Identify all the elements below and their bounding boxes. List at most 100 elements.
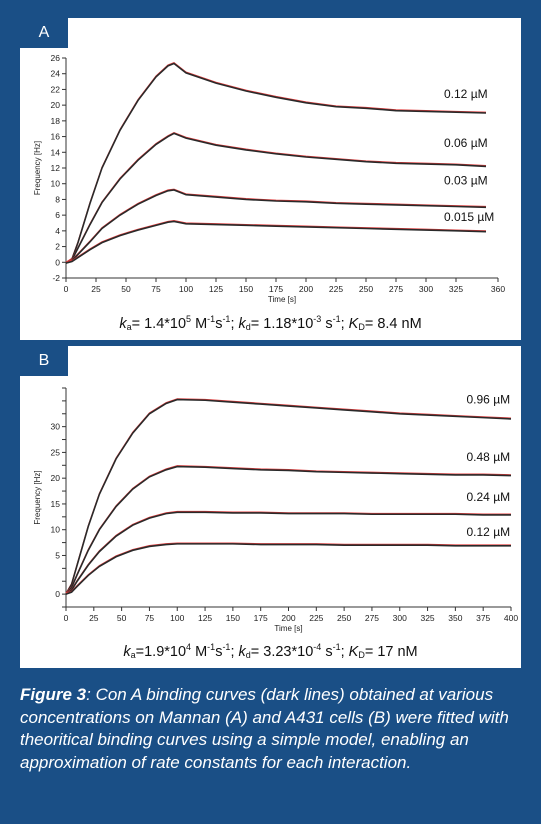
kd-unit: s — [321, 316, 333, 332]
KD-sub: D — [358, 322, 365, 332]
x-tick-label: 100 — [170, 613, 184, 623]
y-tick-label: 8 — [55, 194, 60, 204]
rate-constants-a: ka= 1.4*105 M-1s-1; kd= 1.18*10-3 s-1; K… — [20, 314, 521, 332]
ka-exp: 4 — [186, 642, 192, 652]
x-axis-label: Time [s] — [274, 624, 302, 633]
x-tick-label: 250 — [337, 613, 351, 623]
ka-unit1-exp: -1 — [207, 314, 216, 324]
x-tick-label: 0 — [64, 284, 69, 294]
series-label: 0.48 µM — [467, 450, 511, 464]
series-label: 0.12 µM — [444, 87, 488, 101]
kd-symbol: k — [238, 316, 246, 332]
series-label: 0.015 µM — [444, 210, 494, 224]
x-tick-label: 225 — [309, 613, 323, 623]
ka-unit1-exp: -1 — [207, 642, 216, 652]
y-tick-label: 26 — [51, 53, 61, 63]
y-tick-label: -2 — [52, 273, 60, 283]
y-tick-label: 12 — [51, 163, 61, 173]
y-axis-label: Frequency [Hz] — [33, 470, 42, 524]
x-tick-label: 325 — [449, 284, 463, 294]
ka-unit2-exp: -1 — [222, 642, 231, 652]
y-tick-label: 20 — [51, 100, 61, 110]
ka-unit2: s — [215, 316, 223, 332]
x-tick-label: 325 — [420, 613, 434, 623]
x-tick-label: 50 — [117, 613, 127, 623]
fit-curve — [65, 131, 487, 263]
x-tick-label: 350 — [448, 613, 462, 623]
y-tick-label: 25 — [51, 447, 61, 457]
KD-symbol: K — [348, 644, 359, 660]
series-label: 0.06 µM — [444, 136, 488, 150]
series-line — [65, 398, 512, 595]
x-tick-label: 175 — [254, 613, 268, 623]
fit-curve — [65, 398, 512, 594]
kd-sub: d — [245, 650, 251, 660]
ka-unit1: M — [191, 644, 208, 660]
kd-sub: d — [245, 322, 251, 332]
x-tick-label: 100 — [179, 284, 193, 294]
x-tick-label: 75 — [145, 613, 155, 623]
x-tick-label: 375 — [476, 613, 490, 623]
series-line — [65, 189, 487, 264]
series-line — [65, 220, 487, 264]
ka-sep: ; — [230, 644, 239, 660]
series-label: 0.24 µM — [467, 490, 511, 504]
x-tick-label: 400 — [504, 613, 518, 623]
kd-value: = 3.23*10 — [250, 644, 314, 660]
x-tick-label: 175 — [269, 284, 283, 294]
x-tick-label: 150 — [239, 284, 253, 294]
y-tick-label: 15 — [51, 499, 61, 509]
y-tick-label: 24 — [51, 69, 61, 79]
y-tick-label: 2 — [55, 242, 60, 252]
x-tick-label: 150 — [226, 613, 240, 623]
x-tick-label: 50 — [121, 284, 131, 294]
ka-sub: a — [126, 322, 132, 332]
caption-text: : Con A binding curves (dark lines) obta… — [20, 685, 509, 772]
y-tick-label: 22 — [51, 84, 61, 94]
figure-caption: Figure 3: Con A binding curves (dark lin… — [20, 684, 516, 774]
y-tick-label: 6 — [55, 210, 60, 220]
panel-a: A -2 0 2 4 6 8 10 12 14 16 18 20 22 24 26 0 25 50 75 100 125… — [20, 18, 521, 340]
y-tick-label: 16 — [51, 132, 61, 142]
x-tick-label: 25 — [89, 613, 99, 623]
y-tick-label: 20 — [51, 473, 61, 483]
x-tick-label: 125 — [209, 284, 223, 294]
series-line — [65, 132, 487, 264]
panel-label: A — [20, 18, 68, 48]
x-tick-label: 360 — [491, 284, 505, 294]
y-tick-label: 0 — [55, 589, 60, 599]
series-label: 0.12 µM — [467, 525, 511, 539]
y-tick-label: 10 — [51, 179, 61, 189]
y-tick-label: 5 — [55, 550, 60, 560]
x-tick-label: 275 — [365, 613, 379, 623]
ka-sep: ; — [230, 316, 239, 332]
KD-sub: D — [358, 650, 365, 660]
KD-value: = 8.4 nM — [364, 316, 422, 332]
series-line — [65, 543, 511, 595]
KD-symbol: K — [348, 316, 359, 332]
series-label: 0.96 µM — [467, 393, 511, 407]
kd-symbol: k — [238, 644, 246, 660]
y-tick-label: 0 — [55, 257, 60, 267]
panel-label: B — [20, 346, 68, 376]
rate-constants-b: ka=1.9*104 M-1s-1; kd= 3.23*10-4 s-1; KD… — [20, 642, 521, 660]
x-tick-label: 300 — [419, 284, 433, 294]
ka-unit2: s — [215, 644, 223, 660]
y-tick-label: 10 — [51, 525, 61, 535]
KD-value: = 17 nM — [364, 644, 418, 660]
kd-exp: -4 — [313, 642, 322, 652]
kd-sep: ; — [340, 644, 349, 660]
kd-exp: -3 — [313, 314, 322, 324]
fit-curve — [65, 510, 511, 594]
y-tick-label: 14 — [51, 147, 61, 157]
kd-unit-exp: -1 — [332, 314, 341, 324]
kd-unit: s — [321, 644, 333, 660]
ka-exp: 5 — [186, 314, 192, 324]
ka-symbol: k — [123, 644, 131, 660]
kd-value: = 1.18*10 — [250, 316, 314, 332]
x-tick-label: 25 — [91, 284, 101, 294]
x-tick-label: 275 — [389, 284, 403, 294]
series-line — [65, 465, 512, 595]
